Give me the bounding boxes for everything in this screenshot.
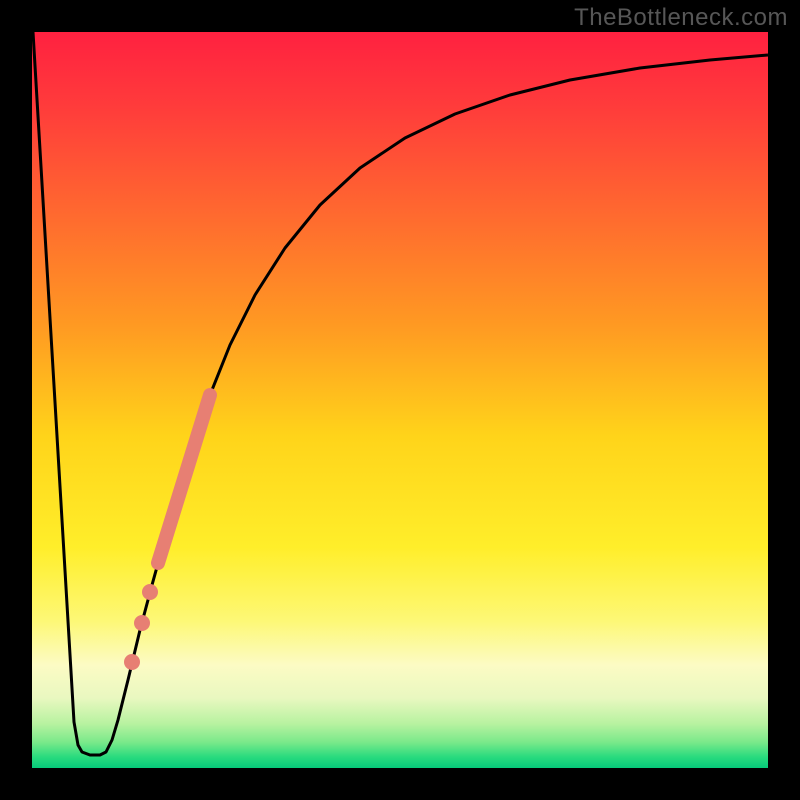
watermark-text: TheBottleneck.com (574, 4, 788, 32)
highlight-point (134, 615, 150, 631)
highlight-point (124, 654, 140, 670)
chart-frame: TheBottleneck.com (0, 0, 800, 800)
bottleneck-curve-chart (0, 0, 800, 800)
highlight-point (142, 584, 158, 600)
